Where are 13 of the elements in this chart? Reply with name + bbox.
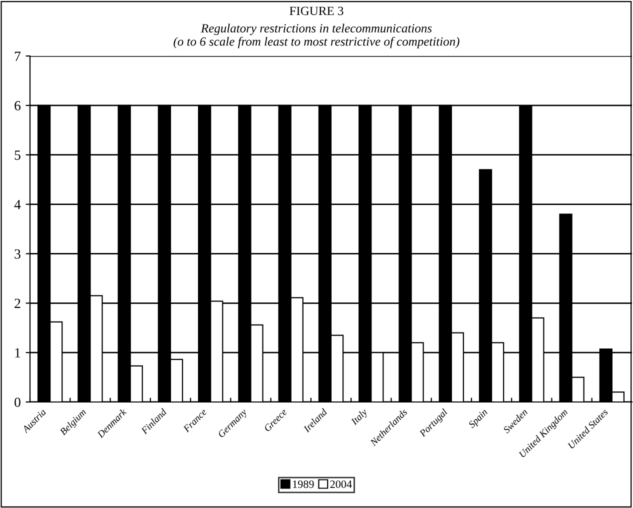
- legend-label: 1989: [293, 480, 314, 488]
- x-tick-label: Italy: [350, 408, 370, 427]
- y-tick-label: 5: [14, 150, 20, 160]
- y-tick-label: 7: [14, 52, 21, 61]
- chart-title: FIGURE 3: [290, 6, 344, 16]
- y-tick-label: 1: [15, 348, 20, 358]
- y-tick-label: 6: [14, 101, 21, 110]
- y-tick-label: 0: [14, 398, 20, 407]
- y-tick-label: 4: [14, 200, 21, 210]
- legend-label: 2004: [330, 480, 352, 488]
- y-tick-label: 3: [14, 249, 20, 259]
- y-tick-label: 2: [14, 298, 20, 308]
- chart-subtitle: Regulatory restrictions in telecommunications (o to 6 scale from least to most restrictive of competition): [174, 24, 460, 48]
